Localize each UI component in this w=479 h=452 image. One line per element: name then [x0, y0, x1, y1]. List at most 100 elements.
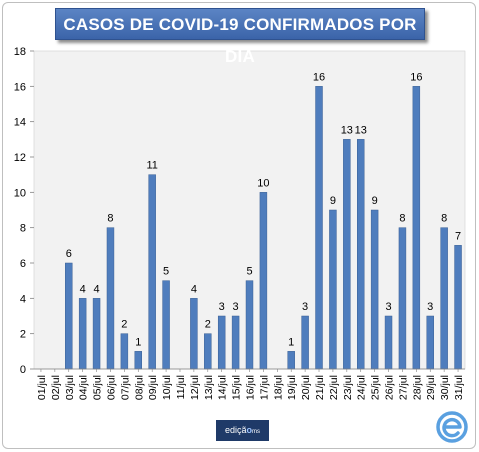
- data-label: 16: [410, 71, 422, 83]
- data-label: 2: [121, 319, 127, 331]
- x-tick-label: 15/jul: [231, 375, 243, 400]
- e-logo-icon: [436, 411, 468, 443]
- data-label: 3: [233, 301, 239, 313]
- bar: [440, 227, 448, 370]
- x-tick-label: 12/jul: [189, 375, 201, 400]
- bar: [301, 315, 309, 370]
- x-tick-label: 28/jul: [411, 375, 423, 400]
- bar: [287, 351, 295, 370]
- data-label: 7: [455, 230, 461, 242]
- bar: [204, 333, 212, 370]
- data-label: 10: [257, 177, 269, 189]
- bar: [134, 351, 142, 370]
- data-label: 13: [355, 124, 367, 136]
- x-tick-label: 22/jul: [328, 375, 340, 400]
- data-label: 2: [205, 319, 211, 331]
- y-tick-label: 2: [20, 329, 26, 341]
- bar: [217, 315, 226, 370]
- bar: [190, 298, 198, 370]
- data-label: 9: [372, 195, 378, 207]
- y-tick-label: 8: [20, 223, 26, 235]
- logo-prefix: ediçã: [224, 425, 247, 435]
- x-tick-label: 10/jul: [161, 375, 173, 400]
- data-label: 3: [427, 301, 433, 313]
- y-tick-label: 18: [14, 46, 26, 58]
- bar: [454, 245, 462, 370]
- bar: [357, 139, 365, 370]
- x-tick-label: 01/jul: [36, 375, 48, 400]
- bar: [398, 227, 407, 370]
- data-label: 4: [80, 283, 86, 295]
- data-label: 3: [302, 301, 308, 313]
- x-tick-label: 23/jul: [342, 375, 354, 400]
- x-tick-label: 07/jul: [119, 375, 131, 400]
- x-tick-label: 20/jul: [300, 375, 312, 400]
- y-tick-label: 16: [14, 81, 26, 93]
- bar: [65, 262, 73, 370]
- data-label: 3: [219, 301, 225, 313]
- data-label: 11: [146, 160, 157, 172]
- data-label: 8: [399, 213, 405, 225]
- x-tick-label: 13/jul: [203, 375, 215, 400]
- x-tick-label: 25/jul: [370, 375, 382, 400]
- edicao-ms-logo: ediçãoms: [216, 420, 269, 441]
- bar: [343, 139, 351, 370]
- data-label: 16: [313, 71, 325, 83]
- bar: [78, 298, 87, 370]
- x-tick-label: 04/jul: [78, 375, 90, 400]
- x-tick-label: 19/jul: [286, 375, 298, 400]
- x-tick-label: 21/jul: [314, 375, 326, 400]
- bar: [92, 298, 101, 370]
- x-tick-label: 29/jul: [425, 375, 437, 400]
- data-label: 5: [163, 266, 169, 278]
- x-tick-label: 09/jul: [147, 375, 159, 400]
- bar: [245, 280, 254, 370]
- data-label: 3: [385, 301, 391, 313]
- bar: [370, 209, 379, 370]
- x-tick-label: 17/jul: [258, 375, 270, 400]
- chart-title: CASOS DE COVID-19 CONFIRMADOS POR DIA: [55, 8, 425, 66]
- x-tick-label: 26/jul: [384, 375, 396, 400]
- x-tick-label: 31/jul: [453, 375, 465, 400]
- y-tick-label: 4: [20, 293, 26, 305]
- x-tick-label: 03/jul: [64, 375, 76, 400]
- bar: [148, 174, 156, 370]
- bar: [329, 209, 337, 370]
- y-axis: 0 2 4 6 8 10 12 14 16 18: [14, 46, 34, 376]
- y-tick-label: 12: [14, 152, 26, 164]
- x-tick-label: 06/jul: [105, 375, 117, 400]
- data-label: 9: [330, 195, 336, 207]
- bar: [315, 86, 323, 370]
- y-tick-label: 10: [14, 187, 26, 199]
- x-tick-label: 14/jul: [217, 375, 229, 400]
- logo-suffix: ms: [252, 429, 260, 435]
- data-label: 4: [191, 283, 197, 295]
- data-label: 8: [107, 213, 113, 225]
- x-tick-label: 11/jul: [175, 375, 187, 399]
- x-axis: 01/jul 02/jul 03/jul 04/jul 05/jul 06/jul 07/j…: [34, 368, 465, 400]
- bar: [412, 86, 421, 370]
- bar: [106, 227, 115, 370]
- bar: [259, 192, 268, 370]
- x-tick-label: 05/jul: [92, 375, 104, 400]
- x-tick-label: 02/jul: [50, 375, 62, 400]
- bar: [120, 333, 129, 370]
- bar: [384, 315, 393, 370]
- data-label: 8: [441, 213, 447, 225]
- bar: [162, 280, 170, 370]
- data-label: 5: [246, 266, 252, 278]
- logo-mark: o: [246, 425, 253, 435]
- x-tick-label: 16/jul: [245, 375, 257, 400]
- y-tick-label: 0: [20, 364, 26, 376]
- bar: [231, 315, 240, 370]
- data-label: 1: [135, 336, 141, 348]
- x-tick-label: 24/jul: [356, 375, 368, 400]
- x-tick-label: 30/jul: [439, 375, 451, 400]
- data-label: 1: [288, 336, 294, 348]
- data-label: 4: [94, 283, 100, 295]
- y-tick-label: 6: [20, 258, 26, 270]
- y-tick-label: 14: [14, 117, 26, 129]
- x-tick-label: 08/jul: [133, 375, 145, 400]
